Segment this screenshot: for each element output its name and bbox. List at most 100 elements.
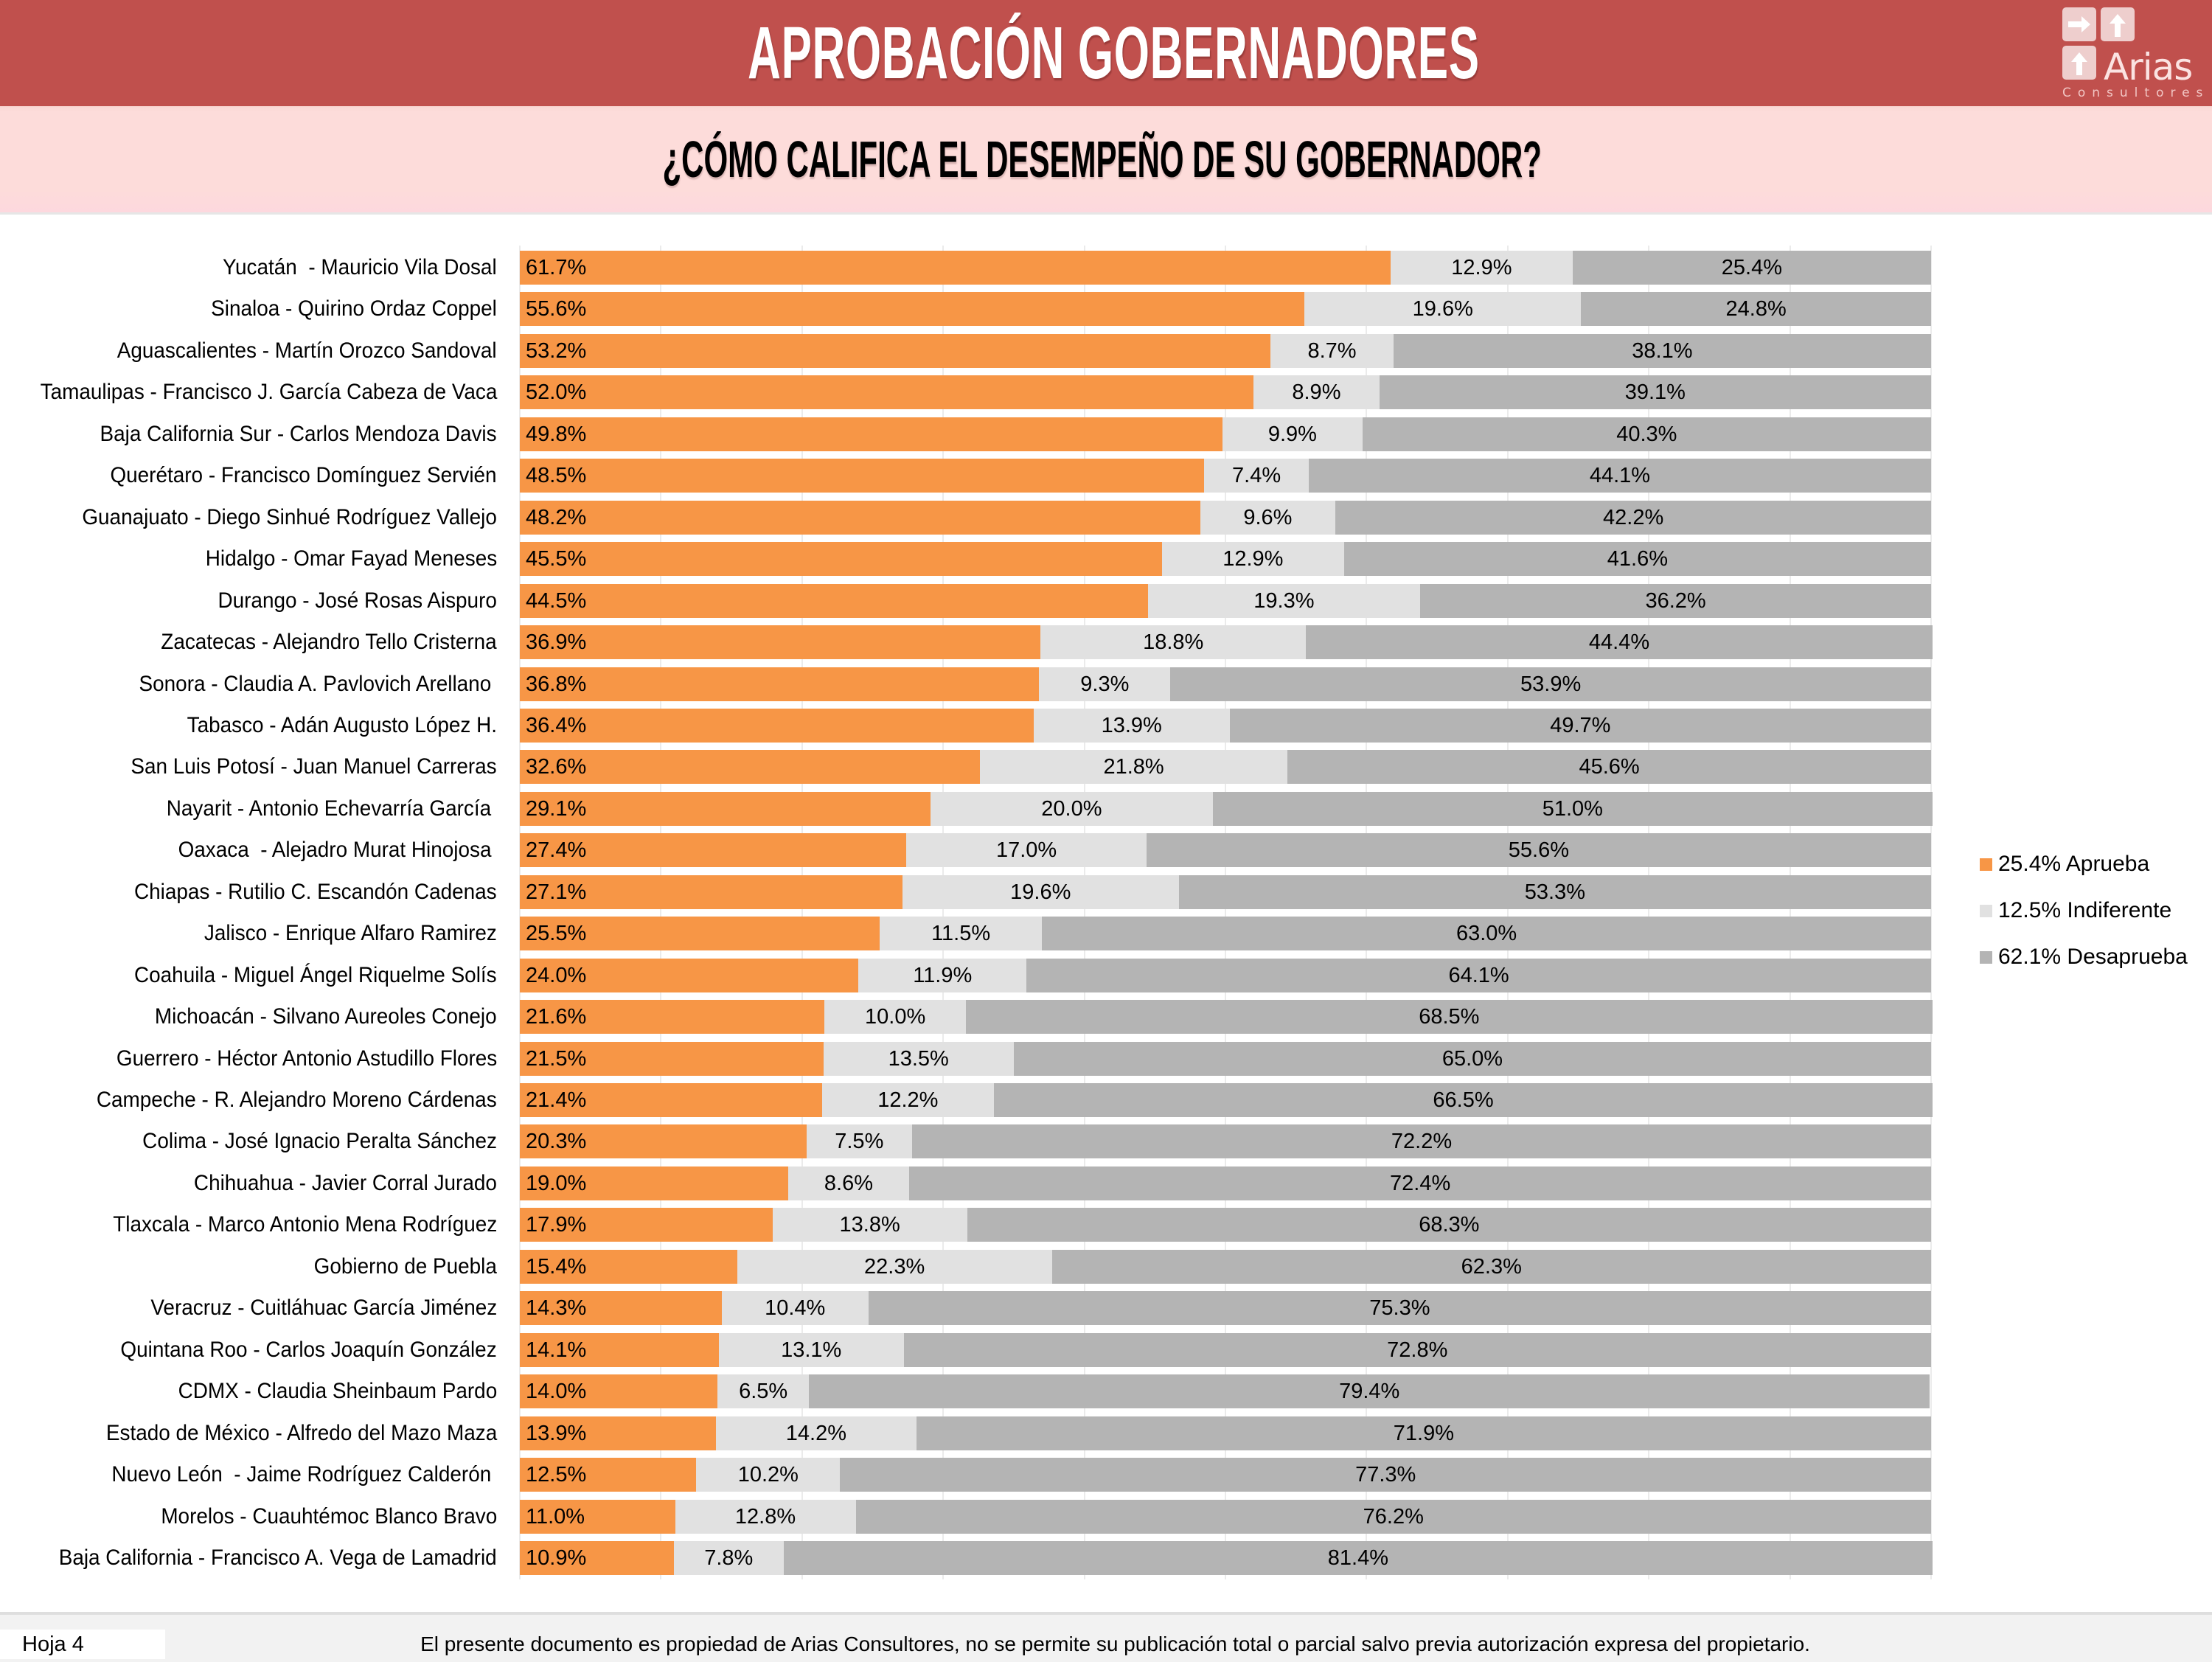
bar-segment-indiferente <box>1304 292 1582 327</box>
bar-segment-desaprueba <box>1379 375 1931 410</box>
data-label-aprueba: 53.2% <box>526 338 587 363</box>
bar-segment-desaprueba <box>1170 667 1931 701</box>
category-label: Michoacán - Silvano Aureoles Conejo <box>155 1004 497 1029</box>
page-title: APROBACIÓN GOBERNADORES <box>747 11 1480 94</box>
data-label-indiferente: 19.6% <box>1010 880 1071 904</box>
data-label-aprueba: 45.5% <box>526 547 587 571</box>
bar-segment-indiferente <box>858 958 1027 992</box>
category-label: Zacatecas - Alejandro Tello Cristerna <box>161 630 497 655</box>
data-label-indiferente: 22.3% <box>864 1254 925 1279</box>
gridline <box>1506 246 1509 1579</box>
data-label-indiferente: 12.2% <box>877 1088 939 1112</box>
arrow-right-icon <box>2062 7 2096 41</box>
category-label: Baja California Sur - Carlos Mendoza Dav… <box>100 421 497 446</box>
data-label-aprueba: 11.0% <box>526 1504 585 1529</box>
category-label: Quintana Roo - Carlos Joaquín González <box>120 1337 497 1362</box>
category-label: Baja California - Francisco A. Vega de L… <box>59 1545 497 1570</box>
bar-segment-desaprueba <box>965 1000 1933 1035</box>
bar-segment-aprueba <box>520 1416 717 1450</box>
data-label-indiferente: 13.5% <box>888 1046 949 1071</box>
bar-segment-aprueba <box>520 1374 717 1409</box>
data-label-desaprueba: 25.4% <box>1721 256 1783 279</box>
data-label-aprueba: 20.3% <box>526 1130 587 1154</box>
subheader-band <box>0 106 2212 215</box>
bar-segment-indiferente <box>716 1416 917 1450</box>
bar-segment-desaprueba <box>1051 1249 1931 1284</box>
category-label: Guerrero - Héctor Antonio Astudillo Flor… <box>116 1046 497 1071</box>
category-label: Estado de México - Alfredo del Mazo Maza <box>105 1420 497 1445</box>
bar-segment-indiferente <box>1161 542 1344 577</box>
bar-segment-indiferente <box>675 1499 856 1534</box>
bar-segment-indiferente <box>1270 333 1394 368</box>
data-label-indiferente: 19.6% <box>1412 297 1473 321</box>
bar-segment-aprueba <box>520 583 1148 618</box>
gridline <box>801 246 803 1579</box>
bar-segment-desaprueba <box>903 1332 1931 1367</box>
data-label-desaprueba: 72.4% <box>1390 1171 1451 1195</box>
sheet-tab[interactable] <box>0 1630 165 1659</box>
bar-segment-desaprueba <box>1335 500 1931 535</box>
footer-bar <box>0 1612 2212 1662</box>
arias-logo: Arias Consultores <box>2061 6 2208 102</box>
bar-segment-aprueba <box>520 1332 719 1367</box>
data-label-aprueba: 14.1% <box>526 1338 587 1362</box>
bar-segment-desaprueba <box>855 1499 1931 1534</box>
data-label-desaprueba: 81.4% <box>1327 1545 1389 1570</box>
bar-segment-desaprueba <box>1042 917 1931 951</box>
bar-segment-desaprueba <box>1306 625 1933 660</box>
bar-segment-indiferente <box>696 1458 841 1492</box>
bar-segment-aprueba <box>520 500 1200 535</box>
bar-segment-aprueba <box>520 833 907 868</box>
category-label: Durango - José Rosas Aispuro <box>218 588 497 613</box>
data-label-indiferente: 13.8% <box>839 1213 900 1237</box>
bar-segment-desaprueba <box>783 1540 1933 1575</box>
data-label-desaprueba: 72.2% <box>1391 1130 1453 1154</box>
category-label: Nayarit - Antonio Echevarría García <box>166 796 497 821</box>
bar-segment-desaprueba <box>1013 1041 1931 1076</box>
data-label-indiferente: 9.9% <box>1267 422 1317 446</box>
legend-swatch <box>1980 858 1992 871</box>
bar-segment-indiferente <box>787 1166 910 1200</box>
bar-segment-aprueba <box>520 1166 788 1200</box>
data-label-desaprueba: 75.3% <box>1369 1296 1430 1321</box>
bar-segment-desaprueba <box>1308 459 1931 493</box>
disclaimer: El presente documento es propiedad de Ar… <box>420 1633 1810 1655</box>
bar-segment-desaprueba <box>1287 750 1931 785</box>
data-label-aprueba: 44.5% <box>526 588 587 613</box>
logo-sub-text: Consultores <box>2062 86 2210 100</box>
page-title-wrap: APROBACIÓN GOBERNADORES <box>0 0 2212 106</box>
bar-segment-aprueba <box>520 958 859 992</box>
category-label: Gobierno de Puebla <box>313 1254 497 1279</box>
bar-segment-desaprueba <box>809 1374 1930 1409</box>
category-label: Tamaulipas - Francisco J. García Cabeza … <box>40 380 497 405</box>
data-label-aprueba: 13.9% <box>526 1421 587 1445</box>
bar-segment-aprueba <box>520 1000 825 1035</box>
data-label-desaprueba: 49.7% <box>1550 713 1611 737</box>
bar-segment-indiferente <box>1204 459 1309 493</box>
gridline <box>1083 246 1085 1579</box>
bar-segment-aprueba <box>520 251 1391 285</box>
bar-segment-indiferente <box>902 875 1179 909</box>
bar-segment-aprueba <box>520 1208 773 1242</box>
data-label-indiferente: 12.9% <box>1222 547 1284 571</box>
data-label-desaprueba: 79.4% <box>1339 1380 1400 1404</box>
data-label-desaprueba: 38.1% <box>1632 338 1693 363</box>
bar-segment-indiferente <box>1390 251 1573 285</box>
bar-segment-aprueba <box>520 375 1254 410</box>
data-label-desaprueba: 53.9% <box>1520 672 1582 696</box>
data-label-indiferente: 13.1% <box>781 1338 842 1362</box>
data-label-aprueba: 52.0% <box>526 380 587 405</box>
data-label-indiferente: 14.2% <box>785 1421 847 1445</box>
data-label-indiferente: 9.6% <box>1243 505 1293 529</box>
bar-segment-aprueba <box>520 667 1040 701</box>
gridline <box>1225 246 1226 1579</box>
data-label-desaprueba: 51.0% <box>1542 796 1603 821</box>
legend-label: 25.4% Aprueba <box>1998 852 2150 876</box>
data-label-aprueba: 10.9% <box>526 1545 587 1570</box>
bar-segment-desaprueba <box>1343 542 1931 577</box>
data-label-indiferente: 12.9% <box>1451 256 1512 279</box>
data-label-aprueba: 29.1% <box>526 796 587 821</box>
data-label-aprueba: 15.4% <box>526 1254 587 1279</box>
data-label-desaprueba: 44.1% <box>1589 464 1651 488</box>
bar-segment-aprueba <box>520 292 1305 327</box>
